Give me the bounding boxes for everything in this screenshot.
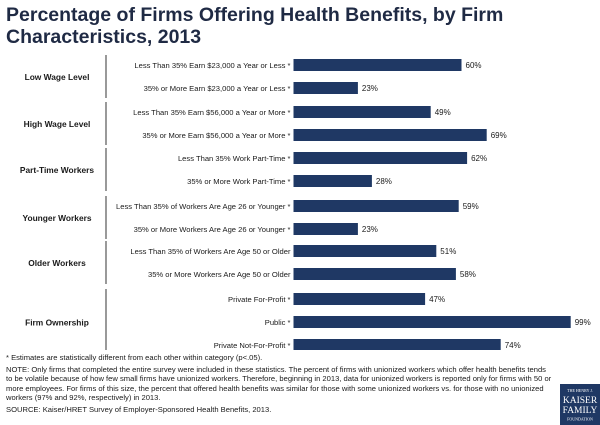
bar <box>293 59 462 71</box>
category-label: 35% or More Earn $56,000 a Year or More … <box>142 131 290 140</box>
bar <box>293 152 468 164</box>
bar <box>293 316 571 328</box>
significance-note: * Estimates are statistically different … <box>6 353 263 362</box>
data-label: 60% <box>466 61 482 70</box>
bar <box>293 82 358 94</box>
bar <box>293 339 501 350</box>
bar <box>293 268 456 280</box>
category-label: 35% or More Earn $23,000 a Year or Less … <box>144 84 291 93</box>
data-label: 58% <box>460 270 476 279</box>
bar <box>293 223 358 235</box>
data-label: 74% <box>505 341 521 350</box>
group-label: Younger Workers <box>22 213 91 223</box>
group-label: Low Wage Level <box>25 72 90 82</box>
data-label: 59% <box>463 202 479 211</box>
logo-line-2: KAISER <box>563 396 598 406</box>
logo-line-4: FOUNDATION <box>567 417 593 422</box>
data-label: 28% <box>376 177 392 186</box>
footnotes: * Estimates are statistically different … <box>6 353 554 417</box>
category-label: Public * <box>265 318 291 327</box>
group-label: High Wage Level <box>24 119 91 129</box>
kaiser-family-foundation-logo: THE HENRY J. KAISER FAMILY FOUNDATION <box>560 384 600 425</box>
bar <box>293 293 426 305</box>
category-label: Less Than 35% Work Part-Time * <box>178 154 291 163</box>
category-label: Private For-Profit * <box>228 295 290 304</box>
data-label: 23% <box>362 225 378 234</box>
data-label: 69% <box>491 131 507 140</box>
bar <box>293 106 431 118</box>
category-label: 35% or More Workers Are Age 26 or Younge… <box>134 225 291 234</box>
chart-title: Percentage of Firms Offering Health Bene… <box>6 4 504 48</box>
data-label: 23% <box>362 84 378 93</box>
logo-line-1: THE HENRY J. <box>567 388 593 393</box>
bar <box>293 129 487 141</box>
data-label: 51% <box>440 247 456 256</box>
category-label: Less Than 35% of Workers Are Age 50 or O… <box>130 247 291 256</box>
bar <box>293 200 459 212</box>
data-label: 62% <box>471 154 487 163</box>
data-label: 49% <box>435 108 451 117</box>
data-label: 99% <box>575 318 591 327</box>
source-note: SOURCE: Kaiser/HRET Survey of Employer-S… <box>6 404 272 414</box>
category-label: 35% or More Work Part-Time * <box>187 177 290 186</box>
group-label: Part-Time Workers <box>20 165 95 175</box>
methodology-note: NOTE: Only firms that completed the enti… <box>6 364 552 403</box>
group-label: Firm Ownership <box>25 318 89 328</box>
group-label: Older Workers <box>28 258 86 268</box>
bar <box>293 175 372 187</box>
category-label: Private Not-For-Profit * <box>214 341 291 350</box>
category-label: Less Than 35% of Workers Are Age 26 or Y… <box>116 202 291 211</box>
category-label: Less Than 35% Earn $56,000 a Year or Mor… <box>133 108 290 117</box>
bar <box>293 245 437 257</box>
category-label: Less Than 35% Earn $23,000 a Year or Les… <box>134 61 290 70</box>
logo-line-3: FAMILY <box>563 406 598 416</box>
category-label: 35% or More Workers Are Age 50 or Older <box>148 270 291 279</box>
logo-background <box>560 384 600 425</box>
bar-chart: Low Wage Level Less Than 35% Earn $23,000… <box>20 55 591 350</box>
data-label: 47% <box>429 295 445 304</box>
